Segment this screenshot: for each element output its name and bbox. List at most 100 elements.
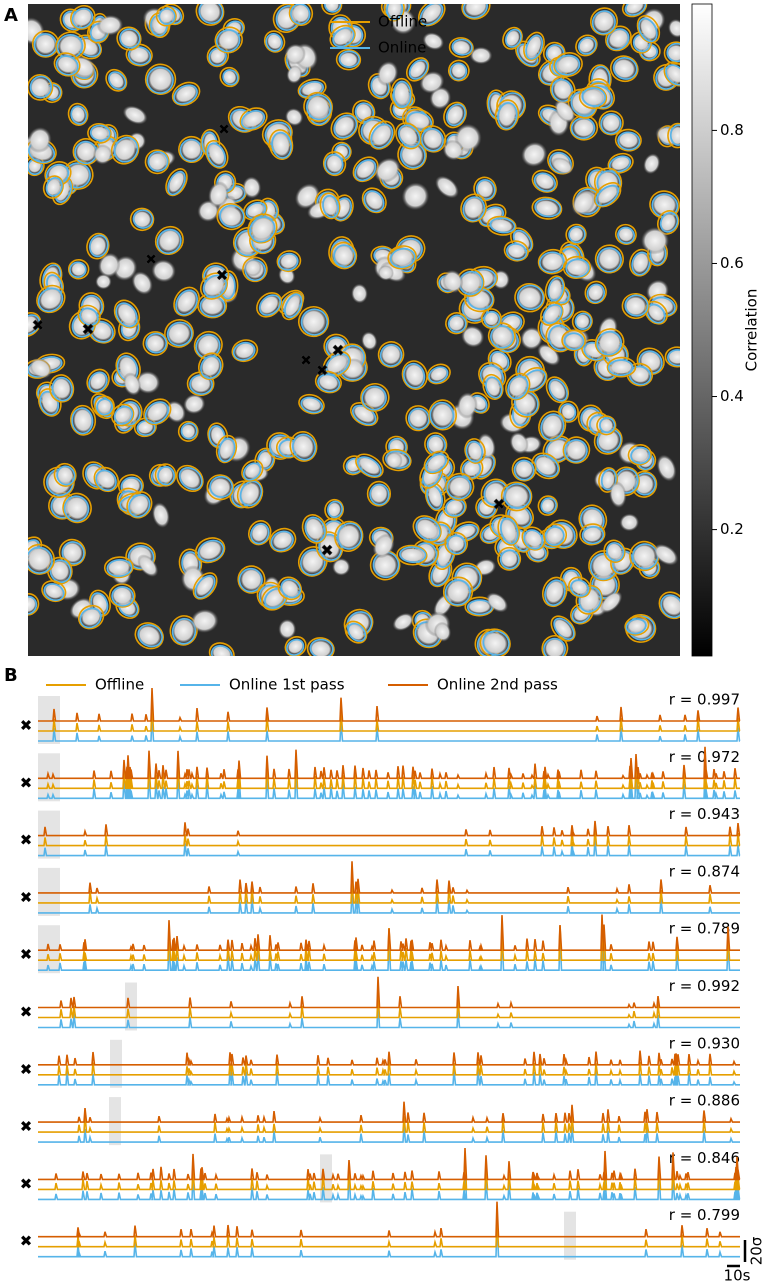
- offline-contour: [110, 134, 140, 165]
- cell: [444, 578, 472, 606]
- online-contour: [539, 251, 565, 274]
- cell: [571, 189, 596, 216]
- offline-contour: [360, 382, 390, 412]
- offline-contour: [289, 430, 318, 462]
- cell: [429, 400, 456, 429]
- online-contour: [270, 530, 294, 552]
- cell: [197, 4, 223, 25]
- online-contour: [533, 172, 556, 192]
- cell: [457, 270, 483, 296]
- cell: [392, 612, 414, 631]
- online-contour: [158, 7, 176, 25]
- legend-label: Online: [378, 39, 426, 57]
- cell: [433, 621, 452, 642]
- online-contour: [239, 480, 263, 507]
- offline-contour: [444, 531, 469, 556]
- highlight: [110, 1039, 122, 1088]
- online-contour: [547, 276, 565, 302]
- online-contour: [56, 465, 76, 486]
- offline-contour: [426, 363, 451, 385]
- online-contour: [49, 559, 72, 584]
- offline-contour: [335, 48, 362, 71]
- cell: [596, 329, 623, 356]
- cell: [653, 543, 679, 566]
- offline-contour: [447, 59, 470, 82]
- offline-contour: [154, 225, 184, 256]
- trace: [38, 687, 741, 722]
- offline-contour: [173, 286, 200, 317]
- row-marker: ✖: [20, 1003, 33, 1021]
- online-contour: [415, 517, 441, 542]
- offline-contour: [288, 4, 314, 27]
- cell: [28, 545, 54, 574]
- offline-contour: [125, 43, 153, 67]
- online-contour: [300, 308, 329, 336]
- online-contour: [113, 405, 134, 425]
- online-contour: [292, 433, 317, 461]
- cell: [521, 141, 548, 167]
- cell: [96, 397, 113, 415]
- cell: [270, 130, 292, 159]
- cell: [221, 68, 238, 86]
- trace: [38, 890, 740, 914]
- cell: [554, 99, 576, 123]
- online-contour: [408, 59, 429, 80]
- online-contour: [499, 549, 520, 570]
- online-contour: [145, 332, 167, 354]
- online-contour: [146, 66, 174, 94]
- offline-contour: [584, 280, 607, 305]
- online-contour: [568, 225, 586, 244]
- cell: [190, 609, 219, 633]
- offline-contour: [539, 301, 564, 326]
- online-contour: [586, 283, 606, 304]
- cell: [88, 234, 108, 258]
- cell: [475, 178, 495, 200]
- online-contour: [240, 110, 266, 130]
- offline-contour: [621, 4, 648, 18]
- cell: [379, 342, 403, 367]
- offline-contour: [442, 576, 474, 607]
- offline-contour: [480, 308, 502, 329]
- offline-contour: [324, 498, 344, 521]
- offline-contour: [377, 341, 405, 368]
- offline-contour: [321, 4, 343, 16]
- online-contour: [607, 359, 634, 377]
- cell: [146, 151, 168, 173]
- cell: [446, 474, 473, 500]
- cell: [321, 194, 339, 218]
- online-contour: [540, 497, 557, 514]
- legend-label: Online 1st pass: [229, 676, 345, 694]
- online-contour: [115, 302, 138, 328]
- online-contour: [638, 17, 658, 43]
- online-contour: [309, 638, 334, 656]
- cell: [611, 56, 637, 81]
- cell: [520, 326, 543, 350]
- cell: [392, 79, 411, 108]
- offline-contour: [596, 415, 617, 436]
- correlation-label: r = 0.874: [669, 862, 740, 880]
- offline-contour: [603, 539, 626, 563]
- offline-contour: [443, 101, 467, 129]
- cell: [179, 422, 197, 440]
- offline-contour: [486, 215, 517, 236]
- offline-contour: [487, 322, 516, 350]
- online-contour: [631, 251, 651, 276]
- cell: [502, 483, 531, 510]
- trace: [38, 1114, 740, 1133]
- cell: [128, 492, 151, 517]
- cell: [435, 175, 459, 199]
- online-contour: [357, 456, 382, 478]
- cell: [489, 324, 515, 348]
- offline-contour: [268, 129, 294, 161]
- online-contour: [28, 595, 38, 615]
- offline-contour: [352, 156, 379, 183]
- offline-contour: [86, 232, 110, 260]
- online-contour: [449, 62, 468, 81]
- offline-contour: [562, 436, 591, 464]
- cell: [198, 294, 226, 317]
- cell: [278, 252, 300, 271]
- offline-contour: [497, 515, 520, 546]
- offline-contour: [578, 85, 608, 110]
- online-contour: [660, 594, 680, 619]
- cell: [563, 331, 585, 350]
